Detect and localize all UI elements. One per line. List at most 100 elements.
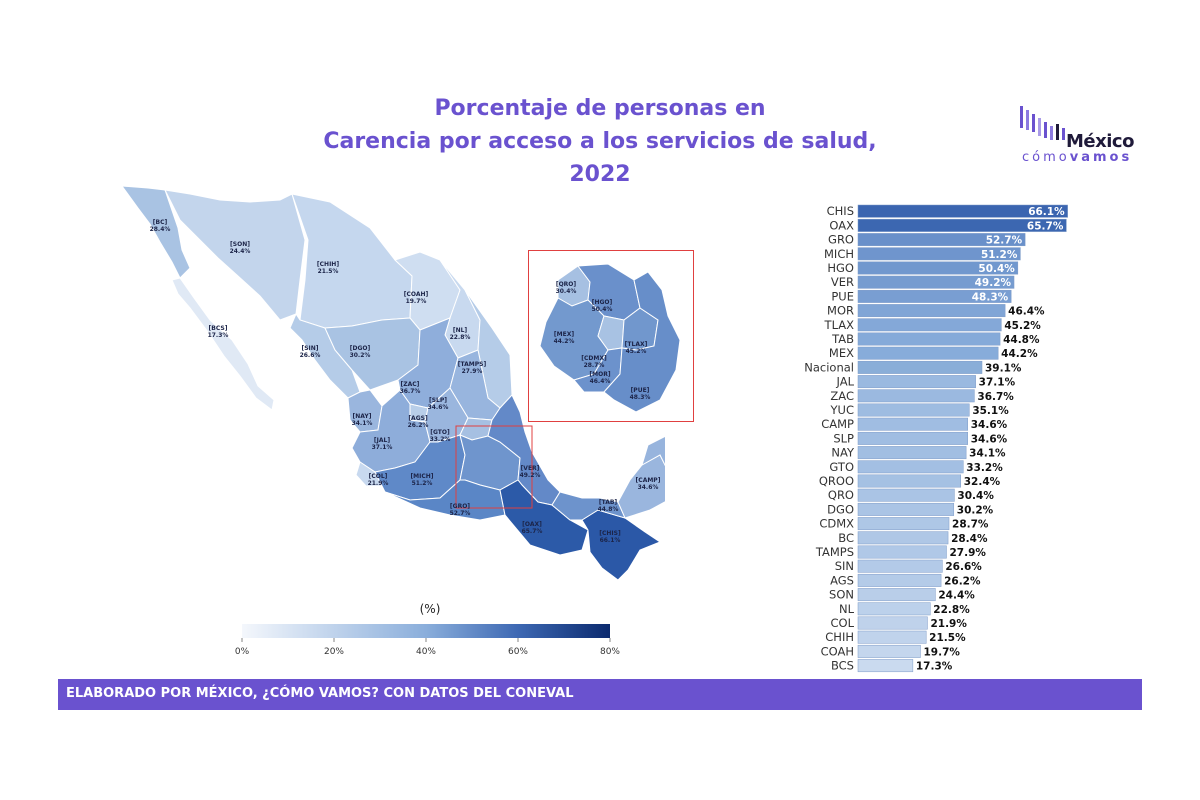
map-state-code: [COAH] [404, 291, 429, 298]
bar-zac [857, 389, 975, 403]
ranking-bar-chart: CHIS 66.1% OAX 65.7% GRO 52.7% MICH 51.2% HGO 50.… [804, 204, 1068, 673]
logo-bars-icon [1020, 106, 1065, 140]
bar-value-label: 39.1% [985, 362, 1022, 374]
logo-word-mexico: México [1066, 131, 1134, 152]
legend-tick-label: 80% [600, 647, 620, 657]
bar-hgo [857, 261, 1019, 275]
bar-slp [857, 431, 968, 445]
legend-title: (%) [419, 602, 441, 616]
bar-category-label: SLP [833, 431, 854, 445]
bar-category-label: QRO [828, 488, 854, 502]
state-camp [617, 454, 665, 519]
legend-tick-label: 0% [235, 647, 250, 657]
bar-category-label: Nacional [804, 360, 854, 374]
bar-jal [857, 375, 976, 389]
map-state-value: 66.1% [600, 537, 621, 544]
inset-state-code: [MOR] [589, 371, 610, 378]
bar-value-label: 21.9% [930, 618, 967, 630]
bar-value-label: 17.3% [916, 661, 953, 673]
mexico-choropleth-map: [BC]28.4% [SON]24.4% [CHIH]21.5% [COAH]19.7… [120, 185, 665, 581]
bar-category-label: GRO [828, 233, 854, 247]
map-state-value: 27.9% [462, 368, 483, 375]
central-mexico-inset-map: [QRO]30.4% [HGO]50.4% [MEX]44.2% [CDMX]28.7… [528, 250, 694, 422]
map-state-value: 44.8% [598, 506, 619, 513]
footer-source-text: ELABORADO POR MÉXICO, ¿CÓMO VAMOS? CON D… [66, 686, 574, 701]
bar-category-label: TAB [831, 332, 854, 346]
bar-value-label: 28.7% [952, 519, 989, 531]
bar-value-label: 51.2% [981, 249, 1018, 261]
bar-sin [857, 559, 943, 573]
bar-category-label: QROO [819, 474, 854, 488]
legend-tick-label: 60% [508, 647, 528, 657]
bar-chih [857, 630, 927, 644]
bar-value-label: 34.6% [971, 433, 1008, 445]
legend-ticks: 0% 20% 40% 60% 80% [235, 638, 620, 657]
state-bcs [171, 277, 275, 411]
map-state-value: 34.6% [428, 404, 449, 411]
inset-state-value: 44.2% [554, 338, 575, 345]
bar-category-label: SON [829, 588, 854, 602]
bar-tamps [857, 545, 947, 559]
bar-category-label: NL [839, 602, 855, 616]
bar-pue [857, 289, 1012, 303]
legend-gradient-bar [242, 624, 610, 638]
map-state-code: [AGS] [408, 415, 428, 422]
map-state-value: 34.6% [638, 484, 659, 491]
bar-ags [857, 573, 942, 587]
map-labels: [BC]28.4% [SON]24.4% [CHIH]21.5% [COAH]19.7… [150, 219, 661, 544]
title-line-2: Carencia por acceso a los servicios de s… [323, 129, 877, 187]
map-state-code: [NL] [453, 327, 468, 334]
map-state-code: [GTO] [430, 429, 450, 436]
bar-category-label: PUE [831, 289, 854, 303]
map-state-code: [VER] [521, 465, 540, 472]
bar-ver [857, 275, 1015, 289]
bar-category-label: MOR [827, 304, 854, 318]
state-gro [384, 479, 506, 521]
state-shapes [120, 185, 665, 581]
bar-value-label: 26.2% [944, 575, 981, 587]
map-state-code: [TAB] [599, 499, 618, 506]
map-state-value: 28.4% [150, 226, 171, 233]
bar-value-label: 34.1% [969, 448, 1006, 460]
bar-mor [857, 304, 1006, 318]
bar-category-label: COAH [821, 644, 854, 658]
bar-qro [857, 488, 955, 502]
bar-value-label: 44.2% [1001, 348, 1038, 360]
bar-category-label: HGO [827, 261, 854, 275]
logo-word-como: cómo [1022, 150, 1070, 165]
logo-word-como-vamos: cómovamos [1022, 150, 1132, 165]
map-state-code: [SON] [230, 241, 250, 248]
bar-bcs [857, 659, 914, 673]
map-state-code: [CAMP] [636, 477, 661, 484]
map-state-code: [SLP] [429, 397, 447, 404]
bar-value-label: 32.4% [964, 476, 1001, 488]
bar-category-label: MEX [829, 346, 854, 360]
map-state-code: [TAMPS] [458, 361, 487, 368]
inset-state-code: [HGO] [592, 299, 613, 306]
bar-value-label: 30.2% [957, 504, 994, 516]
inset-state-code: [TLAX] [625, 341, 648, 348]
footer-banner: ELABORADO POR MÉXICO, ¿CÓMO VAMOS? CON D… [58, 679, 1142, 710]
color-scale-legend: 0% 20% 40% 60% 80% [235, 624, 620, 657]
bar-category-label: DGO [827, 502, 854, 516]
inset-labels: [QRO]30.4% [HGO]50.4% [MEX]44.2% [CDMX]28.7… [554, 281, 651, 401]
bar-mich [857, 247, 1021, 261]
bar-value-label: 33.2% [966, 462, 1003, 474]
bar-category-label: VER [831, 275, 854, 289]
inset-state-value: 30.4% [556, 288, 577, 295]
map-state-value: 19.7% [406, 298, 427, 305]
inset-state-value: 46.4% [590, 378, 611, 385]
state-chih [291, 193, 413, 329]
bar-category-label: BC [838, 531, 854, 545]
bar-category-label: BCS [831, 659, 854, 673]
bar-category-label: CAMP [821, 417, 854, 431]
bar-cdmx [857, 517, 950, 531]
bar-gto [857, 460, 964, 474]
logo-word-vamos: vamos [1069, 150, 1133, 165]
map-state-code: [CHIS] [599, 530, 621, 537]
state-bc [120, 185, 191, 279]
inset-state-value: 48.3% [630, 394, 651, 401]
bar-value-label: 26.6% [945, 561, 982, 573]
map-state-code: [DGO] [350, 345, 371, 352]
bar-value-label: 30.4% [957, 490, 994, 502]
